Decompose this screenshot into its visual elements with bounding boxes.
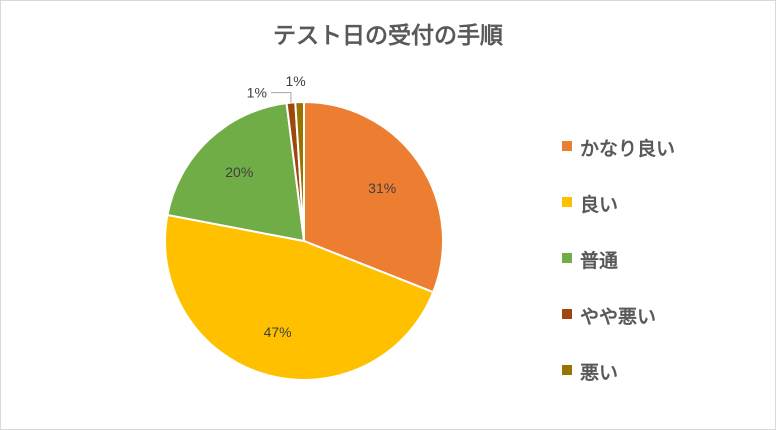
pie-slice-1 — [303, 100, 444, 294]
legend-swatch — [562, 253, 572, 263]
slice-data-label-4: 1% — [247, 85, 267, 101]
legend-label: かなり良い — [580, 138, 676, 160]
slice-data-label-2: 47% — [264, 324, 292, 340]
legend-label: やや悪い — [580, 306, 657, 328]
legend-label: 普通 — [580, 250, 619, 272]
slice-data-label-3: 20% — [225, 164, 253, 180]
slice-leader-line-4 — [270, 92, 292, 103]
chart-title: テスト日の受付の手順 — [273, 23, 503, 49]
legend-swatch — [562, 365, 572, 375]
legend-swatch — [562, 141, 572, 151]
pie-slice-5 — [294, 100, 305, 242]
legend-swatch — [562, 197, 572, 207]
legend-swatch — [562, 309, 572, 319]
legend-label: 悪い — [580, 362, 619, 384]
slice-data-label-1: 31% — [368, 180, 396, 196]
legend-label: 良い — [580, 194, 619, 216]
pie-slice-3 — [166, 101, 306, 243]
pie-slice-2 — [164, 213, 435, 381]
slice-data-label-5: 1% — [286, 73, 306, 89]
